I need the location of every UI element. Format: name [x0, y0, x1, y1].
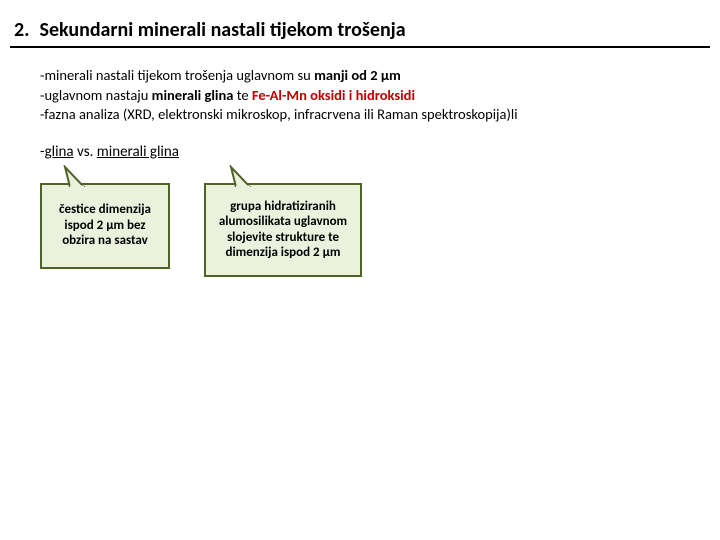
- title-number: 2.: [10, 18, 29, 42]
- bullet-line-2: -uglavnom nastaju minerali glina te Fe-A…: [40, 86, 710, 106]
- text-part: -uglavnom nastaju: [40, 86, 152, 104]
- bullet-line-1: -minerali nastali tijekom trošenja uglav…: [40, 66, 710, 86]
- red-part: Fe-Al-Mn oksidi i hidroksidi: [252, 86, 415, 104]
- vs-text: vs.: [74, 143, 97, 161]
- callout-boxes-row: čestice dimenzija ispod 2 μm bez obzira …: [10, 183, 710, 277]
- text-part: -minerali nastali tijekom trošenja uglav…: [40, 66, 314, 84]
- box1-text: čestice dimenzija ispod 2 μm bez obzira …: [50, 202, 160, 249]
- versus-line: -glina vs. minerali glina: [10, 143, 710, 161]
- term-minerali-glina: minerali glina: [97, 143, 179, 161]
- bold-part: minerali glina: [152, 86, 234, 104]
- slide-page: 2. Sekundarni minerali nastali tijekom t…: [0, 0, 720, 287]
- callout-tail-icon: [228, 165, 258, 187]
- callout-box-minerali-glina: grupa hidratiziranih alumosilikata uglav…: [204, 183, 362, 277]
- text-part: -fazna analiza (XRD, elektronski mikrosk…: [40, 105, 518, 123]
- callout-tail-icon: [62, 165, 92, 187]
- title-text: Sekundarni minerali nastali tijekom troš…: [39, 18, 405, 42]
- unit-part: μm: [381, 66, 401, 84]
- bold-part: manji od 2: [314, 66, 381, 84]
- term-glina: glina: [45, 143, 74, 161]
- bullet-line-3: -fazna analiza (XRD, elektronski mikrosk…: [40, 105, 710, 125]
- text-part: te: [233, 86, 251, 104]
- callout-box-glina: čestice dimenzija ispod 2 μm bez obzira …: [40, 183, 170, 269]
- title-row: 2. Sekundarni minerali nastali tijekom t…: [10, 18, 710, 48]
- bullet-list: -minerali nastali tijekom trošenja uglav…: [10, 66, 710, 125]
- box2-text: grupa hidratiziranih alumosilikata uglav…: [214, 199, 352, 261]
